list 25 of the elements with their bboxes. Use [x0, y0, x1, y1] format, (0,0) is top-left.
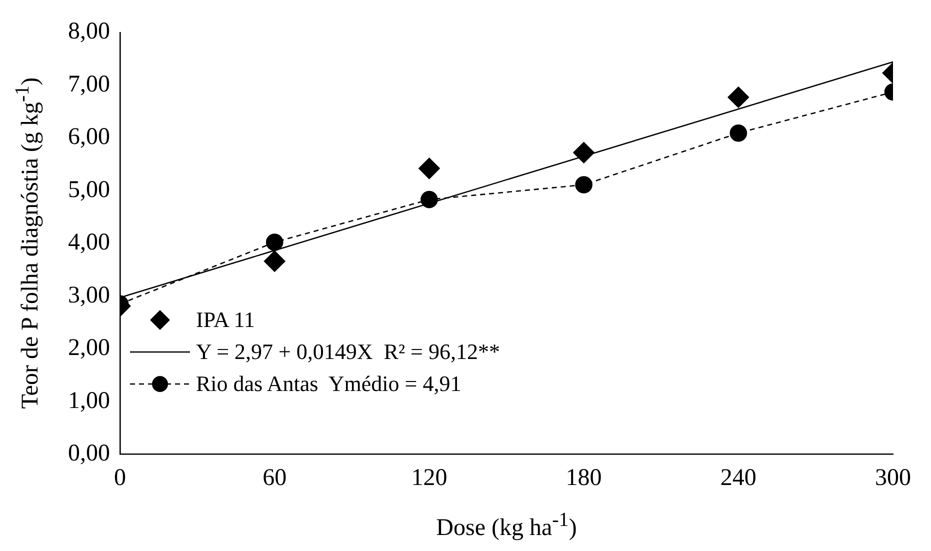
legend-label: IPA 11: [196, 306, 255, 334]
x-tick-label: 60: [262, 464, 287, 491]
y-tick-label: 0,00: [68, 440, 110, 466]
y-tick-label: 6,00: [68, 124, 110, 150]
y-tick-label: 5,00: [68, 176, 110, 203]
y-tick-label: 1,00: [68, 388, 110, 414]
x-tick-label: 180: [566, 464, 602, 491]
legend-label: Rio das Antas Ymédio = 4,91: [196, 370, 462, 398]
x-tick-label: 300: [875, 464, 911, 491]
point: [420, 190, 438, 208]
y-tick-label: 2,00: [68, 335, 110, 362]
legend-label: Y = 2,97 + 0,0149X R² = 96,12**: [196, 338, 500, 366]
point: [264, 250, 286, 272]
y-tick-label: 7,00: [68, 71, 110, 98]
x-axis-title: Dose (kg ha$^{-1}$): [436, 509, 577, 542]
point: [266, 234, 284, 251]
x-tick-label: 120: [411, 464, 448, 491]
point: [575, 176, 592, 194]
x-tick-label: 0: [114, 464, 126, 491]
y-tick-label: 4,00: [68, 230, 110, 256]
y-tick-label: 3,00: [68, 282, 110, 308]
x-tick-label: 240: [720, 464, 756, 491]
point: [573, 142, 594, 164]
y-tick-label: 8,00: [68, 18, 110, 45]
point: [418, 158, 440, 180]
